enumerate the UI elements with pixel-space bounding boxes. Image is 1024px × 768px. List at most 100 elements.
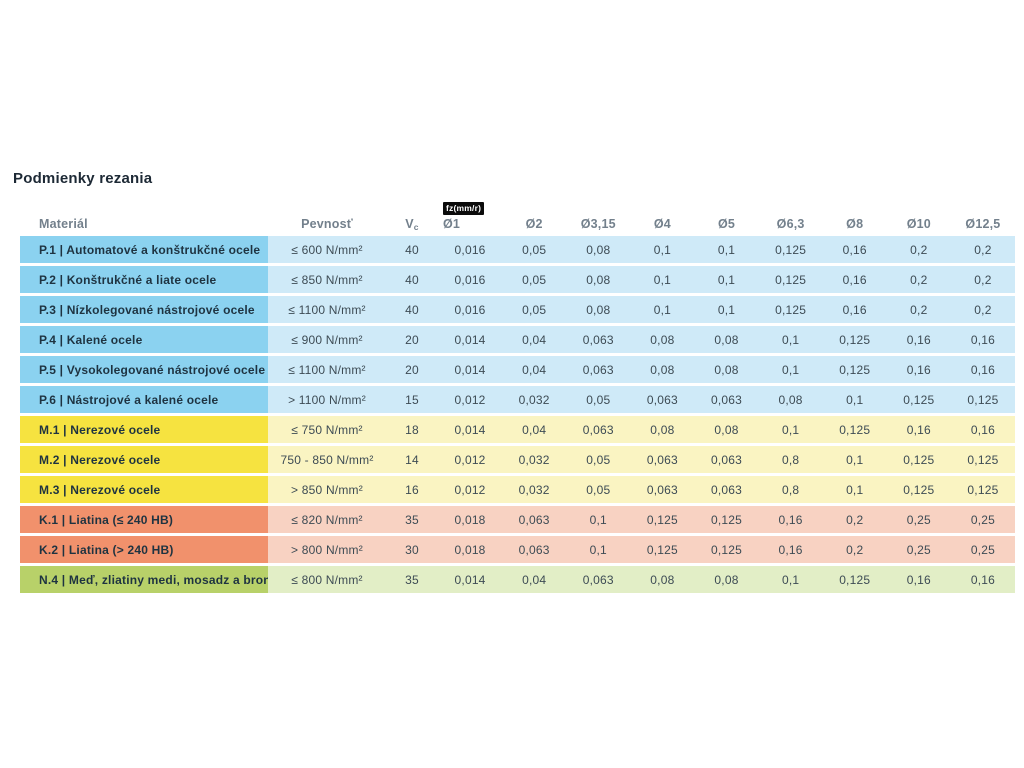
fz-cell: 0,1	[630, 296, 695, 323]
fz-cell: 0,04	[502, 326, 567, 353]
fz-cell: 0,063	[630, 446, 695, 473]
fz-cell: 0,2	[822, 506, 887, 533]
fz-cell: 0,16	[886, 356, 951, 383]
vc-cell: 40	[386, 236, 438, 263]
fz-cell: 0,2	[886, 266, 951, 293]
fz-cell: 0,25	[886, 506, 951, 533]
vc-cell: 40	[386, 266, 438, 293]
table-row: M.3 | Nerezové ocele > 850 N/mm² 16 0,012 0,…	[20, 476, 1015, 503]
fz-cell: 0,012	[438, 386, 503, 413]
vc-cell: 16	[386, 476, 438, 503]
strength-cell: > 800 N/mm²	[268, 536, 386, 563]
fz-cell: 0,1	[758, 416, 823, 443]
fz-cell: 0,125	[822, 356, 887, 383]
strength-cell: ≤ 820 N/mm²	[268, 506, 386, 533]
fz-cell: 0,012	[438, 446, 503, 473]
material-cell: N.4 | Meď, zliatiny medi, mosadz a bronz	[20, 566, 268, 593]
fz-cell: 0,2	[950, 266, 1015, 293]
material-cell: P.2 | Konštrukčné a liate ocele	[20, 266, 268, 293]
fz-cell: 0,032	[502, 386, 567, 413]
column-header-strength: Pevnosť	[301, 217, 353, 231]
fz-cell: 0,08	[694, 416, 759, 443]
fz-cell: 0,1	[630, 236, 695, 263]
vc-cell: 15	[386, 386, 438, 413]
table-row: P.5 | Vysokolegované nástrojové ocele ≤ 1…	[20, 356, 1015, 383]
fz-cell: 0,16	[886, 566, 951, 593]
fz-cell: 0,08	[630, 326, 695, 353]
vc-cell: 20	[386, 326, 438, 353]
material-cell: K.1 | Liatina (≤ 240 HB)	[20, 506, 268, 533]
fz-cell: 0,1	[566, 536, 631, 563]
table-row: N.4 | Meď, zliatiny medi, mosadz a bronz…	[20, 566, 1015, 593]
fz-cell: 0,018	[438, 536, 503, 563]
fz-cell: 0,032	[502, 446, 567, 473]
fz-cell: 0,05	[566, 476, 631, 503]
column-header-d8: Ø10	[906, 217, 931, 231]
fz-cell: 0,016	[438, 296, 503, 323]
column-header-d4: Ø4	[653, 217, 671, 231]
fz-cell: 0,125	[822, 416, 887, 443]
fz-cell: 0,2	[822, 536, 887, 563]
fz-cell: 0,05	[502, 296, 567, 323]
fz-cell: 0,032	[502, 476, 567, 503]
strength-cell: 750 - 850 N/mm²	[268, 446, 386, 473]
fz-cell: 0,125	[950, 446, 1015, 473]
fz-cell: 0,1	[694, 296, 759, 323]
vc-symbol: V	[405, 217, 414, 231]
fz-cell: 0,063	[566, 356, 631, 383]
fz-cell: 0,1	[630, 266, 695, 293]
fz-cell: 0,16	[822, 236, 887, 263]
fz-cell: 0,012	[438, 476, 503, 503]
fz-cell: 0,014	[438, 326, 503, 353]
fz-cell: 0,04	[502, 356, 567, 383]
fz-cell: 0,16	[822, 266, 887, 293]
fz-cell: 0,125	[822, 566, 887, 593]
strength-cell: ≤ 900 N/mm²	[268, 326, 386, 353]
fz-cell: 0,125	[694, 506, 759, 533]
fz-cell: 0,25	[950, 536, 1015, 563]
fz-cell: 0,16	[950, 566, 1015, 593]
fz-cell: 0,1	[566, 506, 631, 533]
fz-cell: 0,05	[502, 266, 567, 293]
vc-cell: 30	[386, 536, 438, 563]
fz-cell: 0,1	[822, 446, 887, 473]
fz-cell: 0,016	[438, 236, 503, 263]
fz-cell: 0,125	[630, 536, 695, 563]
fz-cell: 0,2	[886, 236, 951, 263]
material-cell: K.2 | Liatina (> 240 HB)	[20, 536, 268, 563]
fz-cell: 0,08	[694, 566, 759, 593]
fz-cell: 0,08	[566, 296, 631, 323]
material-cell: P.4 | Kalené ocele	[20, 326, 268, 353]
fz-cell: 0,2	[886, 296, 951, 323]
table-row: K.1 | Liatina (≤ 240 HB) ≤ 820 N/mm² 35 0,0…	[20, 506, 1015, 533]
fz-cell: 0,063	[502, 536, 567, 563]
fz-cell: 0,125	[886, 446, 951, 473]
column-header-d5: Ø5	[717, 217, 736, 231]
fz-cell: 0,063	[566, 566, 631, 593]
fz-cell: 0,04	[502, 416, 567, 443]
strength-cell: > 850 N/mm²	[268, 476, 386, 503]
fz-cell: 0,08	[694, 356, 759, 383]
fz-cell: 0,04	[502, 566, 567, 593]
table-row: P.3 | Nízkolegované nástrojové ocele ≤ 11…	[20, 296, 1015, 323]
page-title: Podmienky rezania	[13, 170, 153, 187]
column-header-d9: Ø12,5	[965, 217, 1001, 231]
fz-cell: 0,08	[566, 236, 631, 263]
strength-cell: ≤ 1100 N/mm²	[268, 296, 386, 323]
strength-cell: ≤ 1100 N/mm²	[268, 356, 386, 383]
vc-cell: 35	[386, 566, 438, 593]
column-header-material: Materiál	[39, 217, 88, 231]
diameter-label: Ø1	[443, 217, 461, 231]
fz-cell: 0,1	[758, 326, 823, 353]
fz-cell: 0,1	[694, 236, 759, 263]
fz-cell: 0,125	[950, 476, 1015, 503]
fz-cell: 0,1	[758, 356, 823, 383]
vc-subscript: c	[413, 221, 419, 232]
strength-cell: ≤ 600 N/mm²	[268, 236, 386, 263]
fz-cell: 0,08	[630, 356, 695, 383]
strength-cell: ≤ 800 N/mm²	[268, 566, 386, 593]
fz-cell: 0,018	[438, 506, 503, 533]
material-cell: P.5 | Vysokolegované nástrojové ocele	[20, 356, 268, 383]
